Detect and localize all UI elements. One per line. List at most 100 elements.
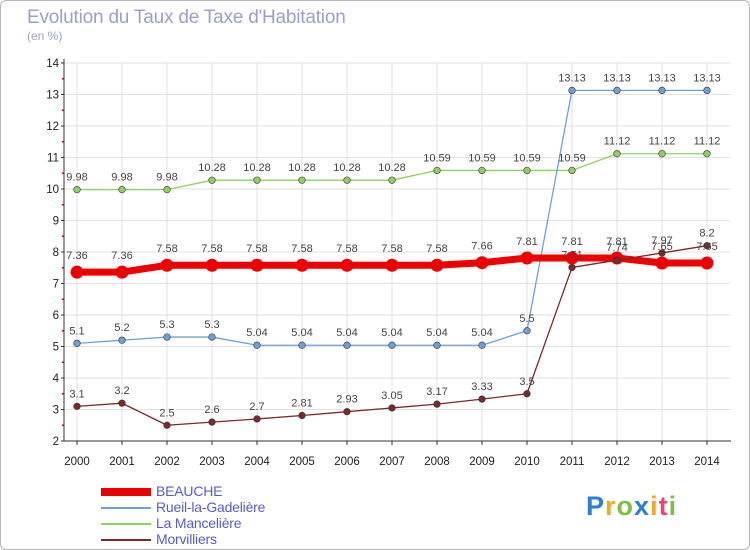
data-point <box>298 176 306 184</box>
x-tick-label: 2008 <box>424 456 450 468</box>
data-label: 7.51 <box>561 249 582 261</box>
logo-letter: i <box>668 491 678 521</box>
y-tick-label: 8 <box>53 247 59 259</box>
data-point <box>343 176 351 184</box>
legend-label: Morvilliers <box>156 531 217 547</box>
legend-swatch <box>101 488 151 496</box>
x-tick-label: 2005 <box>289 456 315 468</box>
data-point <box>703 242 711 250</box>
data-point <box>433 400 441 408</box>
data-label: 5.04 <box>426 327 447 339</box>
data-label: 5.04 <box>336 327 357 339</box>
data-point <box>343 341 351 349</box>
data-point <box>655 256 669 270</box>
data-label: 7.58 <box>201 243 222 255</box>
legend-label: Rueil-la-Gadelière <box>156 499 266 515</box>
data-label: 10.59 <box>423 152 451 164</box>
y-tick-label: 2 <box>53 436 59 448</box>
legend-swatch <box>101 539 151 541</box>
data-label: 5.04 <box>246 327 267 339</box>
data-label: 3.2 <box>114 385 129 397</box>
data-point <box>703 150 711 158</box>
data-label: 3.5 <box>519 376 534 388</box>
data-point <box>115 265 129 279</box>
logo-letter: P <box>586 491 606 521</box>
data-label: 13.13 <box>693 72 721 84</box>
data-label: 7.81 <box>561 236 582 248</box>
data-point <box>568 166 576 175</box>
x-tick-label: 2009 <box>469 456 495 468</box>
x-tick-label: 2006 <box>334 456 360 468</box>
x-tick-label: 2013 <box>649 456 675 468</box>
data-point <box>523 327 531 335</box>
data-point <box>568 263 576 272</box>
y-tick-label: 10 <box>46 184 59 196</box>
x-tick-label: 2012 <box>604 456 630 468</box>
data-label: 7.58 <box>156 243 177 255</box>
data-point <box>700 256 714 270</box>
data-point <box>388 176 396 184</box>
data-label: 11.12 <box>649 136 676 148</box>
data-label: 5.04 <box>291 327 312 339</box>
data-label: 7.58 <box>336 243 357 255</box>
data-point <box>388 404 396 412</box>
data-label: 13.13 <box>648 72 676 84</box>
x-tick-label: 2014 <box>694 456 720 468</box>
x-tick-label: 2007 <box>379 456 405 468</box>
data-point <box>163 186 171 194</box>
data-label: 8.2 <box>699 228 714 240</box>
logo-letter: x <box>634 491 651 521</box>
logo-letter: i <box>650 491 659 521</box>
legend-label: La Mancelière <box>156 515 242 531</box>
data-point <box>523 390 531 398</box>
data-point <box>343 408 351 416</box>
data-point <box>433 341 441 349</box>
legend-swatch <box>101 507 151 509</box>
y-tick-label: 4 <box>53 373 60 385</box>
data-point <box>520 251 534 265</box>
data-label: 5.3 <box>159 319 174 331</box>
data-label: 2.93 <box>336 394 357 406</box>
data-point <box>478 341 486 349</box>
data-point <box>73 402 81 410</box>
data-label: 5.04 <box>471 327 492 339</box>
data-label: 10.59 <box>558 152 586 164</box>
data-label: 11.12 <box>604 136 631 148</box>
data-point <box>478 166 486 175</box>
y-tick-label: 5 <box>53 342 59 354</box>
logo-letter: r <box>605 491 617 521</box>
data-label: 7.58 <box>291 243 312 255</box>
data-label: 13.13 <box>603 72 631 84</box>
data-point <box>568 86 576 95</box>
data-label: 7.66 <box>471 241 492 253</box>
data-point <box>250 258 264 272</box>
y-tick-label: 11 <box>47 153 59 165</box>
data-point <box>388 341 396 349</box>
y-tick-label: 3 <box>53 405 59 417</box>
data-point <box>703 86 711 95</box>
data-point <box>433 166 441 175</box>
legend-label: BEAUCHE <box>156 483 223 499</box>
data-label: 5.3 <box>204 319 219 331</box>
data-point <box>253 176 261 184</box>
data-point <box>298 411 306 420</box>
data-point <box>295 258 309 272</box>
data-point <box>613 256 621 264</box>
data-point <box>478 395 486 403</box>
data-point <box>118 336 126 344</box>
data-point <box>613 150 621 158</box>
data-label: 7.74 <box>606 242 627 254</box>
line-chart: 2 3 4 5 6 7 8 9 10 11 12 13 14 2000 2001 2002 2003 2004 20… <box>46 58 731 468</box>
data-point <box>253 415 261 423</box>
data-point <box>523 166 531 175</box>
data-label: 10.28 <box>243 162 271 174</box>
data-point <box>118 399 126 407</box>
data-point <box>205 258 219 272</box>
series-layer <box>70 86 714 429</box>
data-label: 13.13 <box>558 72 586 84</box>
data-label: 5.04 <box>381 327 402 339</box>
data-point <box>658 249 666 257</box>
data-point <box>73 339 81 347</box>
chart-subtitle: (en %) <box>27 29 63 43</box>
y-tick-label: 13 <box>46 90 59 102</box>
